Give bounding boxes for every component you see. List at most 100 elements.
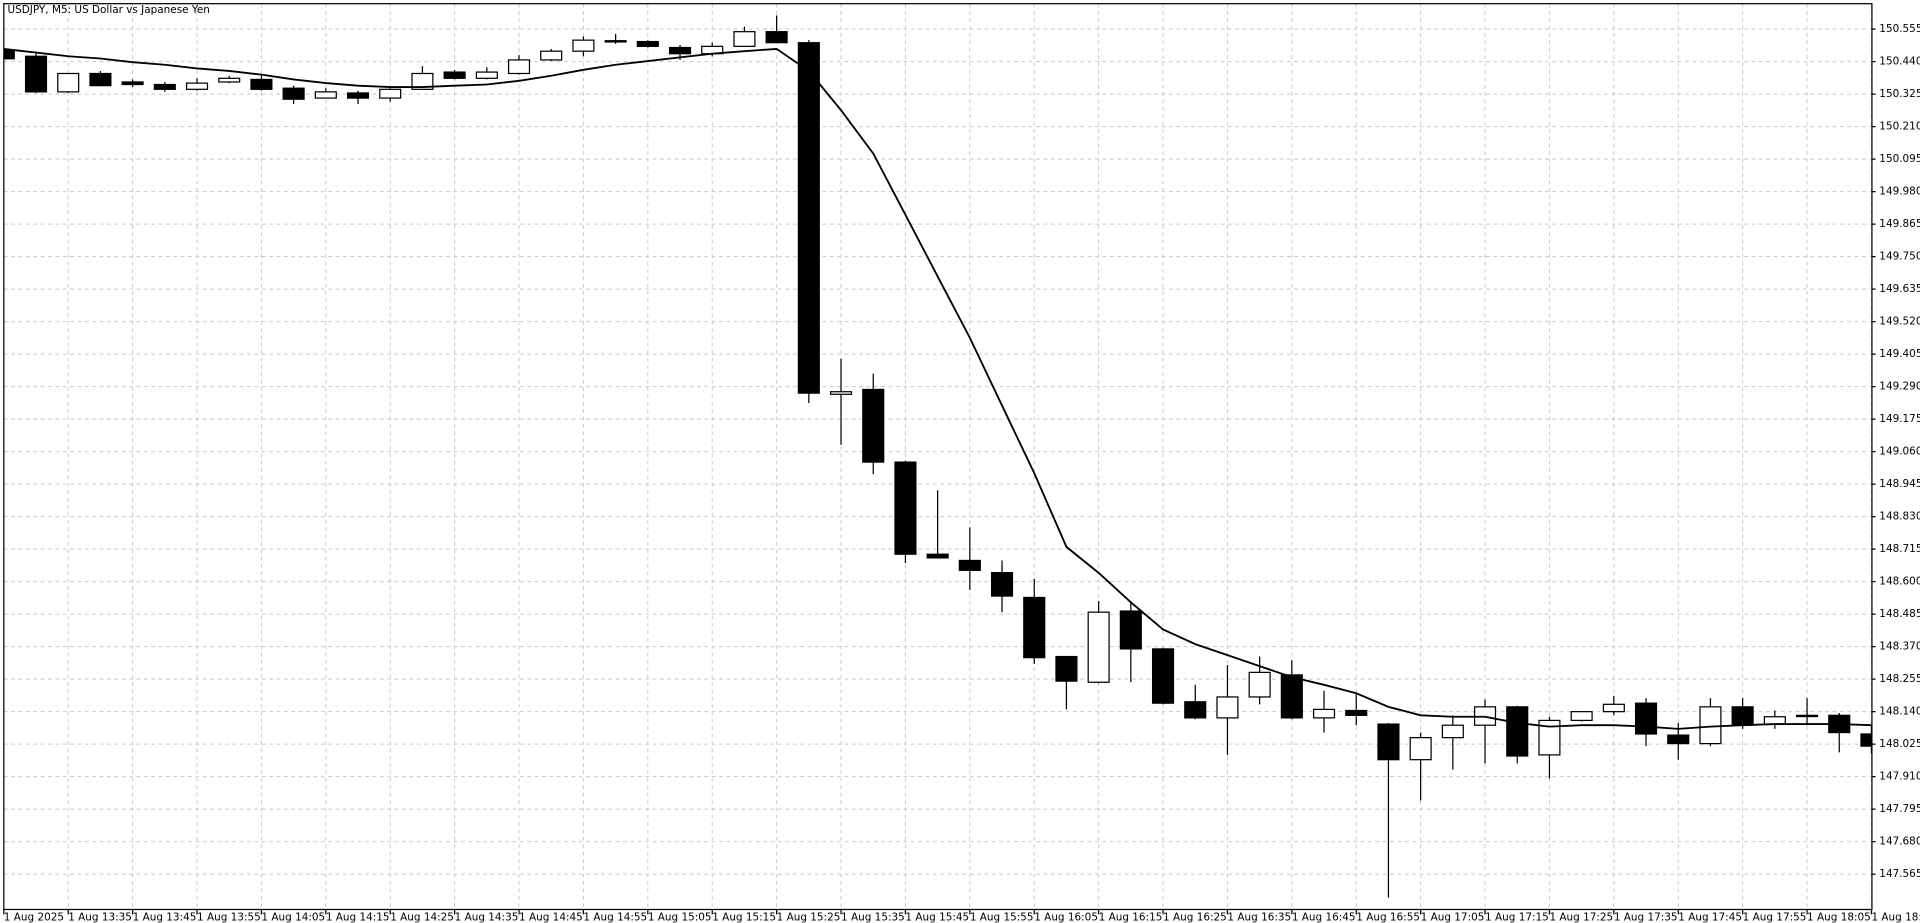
candle-body xyxy=(1634,702,1658,735)
candle-body xyxy=(540,50,563,61)
y-tick-label: 148.255 xyxy=(1879,673,1920,685)
candle-body xyxy=(185,82,209,90)
candle-body xyxy=(218,77,241,83)
candle-body xyxy=(1570,711,1593,722)
candle-body xyxy=(1055,655,1078,682)
candle-body xyxy=(24,55,48,93)
candle-body xyxy=(1699,706,1722,745)
candle-body xyxy=(57,72,80,93)
candle-body xyxy=(250,78,273,90)
plot-frame xyxy=(3,3,1873,911)
y-tick-label: 148.140 xyxy=(1879,706,1920,718)
x-tick-label: 1 Aug 16:05 xyxy=(1034,911,1098,923)
candle-body xyxy=(958,559,981,571)
candle-body xyxy=(797,42,820,394)
y-tick-label: 149.520 xyxy=(1879,316,1920,328)
x-tick-label: 1 Aug 13:45 xyxy=(133,911,197,923)
candle-body xyxy=(1377,723,1400,761)
candle-body xyxy=(475,71,498,79)
y-tick-label: 147.680 xyxy=(1879,836,1920,848)
candle-body xyxy=(1538,719,1561,756)
y-tick-label: 148.485 xyxy=(1879,608,1920,620)
candle-body xyxy=(1119,610,1142,650)
candle-body xyxy=(572,39,595,52)
candle-body xyxy=(1506,706,1529,757)
candle-body xyxy=(1248,671,1271,698)
x-tick-label: 1 Aug 14:25 xyxy=(390,911,454,923)
candle-body xyxy=(1795,714,1819,718)
candle-body xyxy=(765,31,788,44)
x-tick-label: 1 Aug 17:45 xyxy=(1678,911,1742,923)
candle-body xyxy=(282,87,305,100)
candle-body xyxy=(153,83,176,90)
y-tick-label: 148.600 xyxy=(1879,576,1920,588)
y-tick-label: 150.095 xyxy=(1879,153,1920,165)
x-tick-label: 1 Aug 18:05 xyxy=(1807,911,1871,923)
moving-average-line xyxy=(3,47,1872,730)
x-tick-label: 1 Aug 17:15 xyxy=(1485,911,1549,923)
candle-body xyxy=(926,553,949,559)
x-tick-label: 1 Aug 15:45 xyxy=(905,911,969,923)
candle-body xyxy=(411,72,434,90)
x-tick-label: 1 Aug 14:45 xyxy=(519,911,583,923)
x-tick-label: 1 Aug 15:35 xyxy=(841,911,905,923)
y-tick-label: 150.210 xyxy=(1879,121,1920,133)
candle-body xyxy=(379,88,402,99)
y-tick-label: 149.750 xyxy=(1879,251,1920,263)
x-tick-label: 1 Aug 15:15 xyxy=(712,911,776,923)
x-tick-label: 1 Aug 15:05 xyxy=(648,911,712,923)
chart-title: USDJPY, M5: US Dollar vs Japanese Yen xyxy=(8,4,210,16)
candle-body xyxy=(862,388,885,463)
y-tick-label: 148.715 xyxy=(1879,543,1920,555)
candle-body xyxy=(1087,611,1110,683)
x-tick-label: 1 Aug 2025 xyxy=(4,911,64,923)
candle-body xyxy=(1345,709,1368,716)
x-tick-label: 1 Aug 13:35 xyxy=(68,911,132,923)
y-tick-label: 148.025 xyxy=(1879,738,1920,750)
x-tick-label: 1 Aug 16:35 xyxy=(1227,911,1291,923)
x-tick-label: 1 Aug 16:15 xyxy=(1099,911,1163,923)
y-tick-label: 149.405 xyxy=(1879,348,1920,360)
candle-body xyxy=(443,71,466,79)
x-tick-label: 1 Aug 17:55 xyxy=(1743,911,1807,923)
y-tick-label: 147.795 xyxy=(1879,803,1920,815)
candle-body xyxy=(733,31,756,47)
x-tick-label: 1 Aug 18:15 xyxy=(1871,911,1920,923)
x-tick-label: 1 Aug 16:55 xyxy=(1356,911,1420,923)
candle-body xyxy=(121,81,144,86)
x-tick-label: 1 Aug 14:55 xyxy=(583,911,647,923)
x-tick-label: 1 Aug 16:25 xyxy=(1163,911,1227,923)
candle-body xyxy=(1763,716,1786,725)
y-tick-label: 149.635 xyxy=(1879,283,1920,295)
x-tick-label: 1 Aug 16:45 xyxy=(1292,911,1356,923)
candle-body xyxy=(1280,674,1303,719)
candle-body xyxy=(89,72,112,87)
plot-area xyxy=(3,15,1872,898)
y-tick-label: 147.910 xyxy=(1879,771,1920,783)
candle-body xyxy=(1602,703,1625,713)
candle-body xyxy=(507,59,531,75)
candle-body xyxy=(346,92,370,99)
candle-body xyxy=(636,40,659,47)
candle-body xyxy=(1731,706,1754,726)
y-tick-label: 149.865 xyxy=(1879,218,1920,230)
x-tick-label: 1 Aug 13:55 xyxy=(197,911,261,923)
x-tick-label: 1 Aug 15:25 xyxy=(777,911,841,923)
grid xyxy=(3,3,1872,910)
y-tick-label: 149.175 xyxy=(1879,413,1920,425)
y-tick-label: 149.980 xyxy=(1879,186,1920,198)
candle-body xyxy=(314,91,337,99)
candle-body xyxy=(1441,724,1464,739)
x-tick-label: 1 Aug 15:55 xyxy=(970,911,1034,923)
x-tick-label: 1 Aug 17:25 xyxy=(1549,911,1613,923)
x-tick-label: 1 Aug 14:05 xyxy=(261,911,325,923)
candle-body xyxy=(1216,696,1239,719)
x-tick-label: 1 Aug 14:15 xyxy=(326,911,390,923)
y-tick-label: 148.830 xyxy=(1879,511,1920,523)
candle-body xyxy=(990,571,1014,597)
y-tick-label: 149.060 xyxy=(1879,446,1920,458)
candle-body xyxy=(1184,701,1207,719)
x-tick-label: 1 Aug 17:35 xyxy=(1614,911,1678,923)
